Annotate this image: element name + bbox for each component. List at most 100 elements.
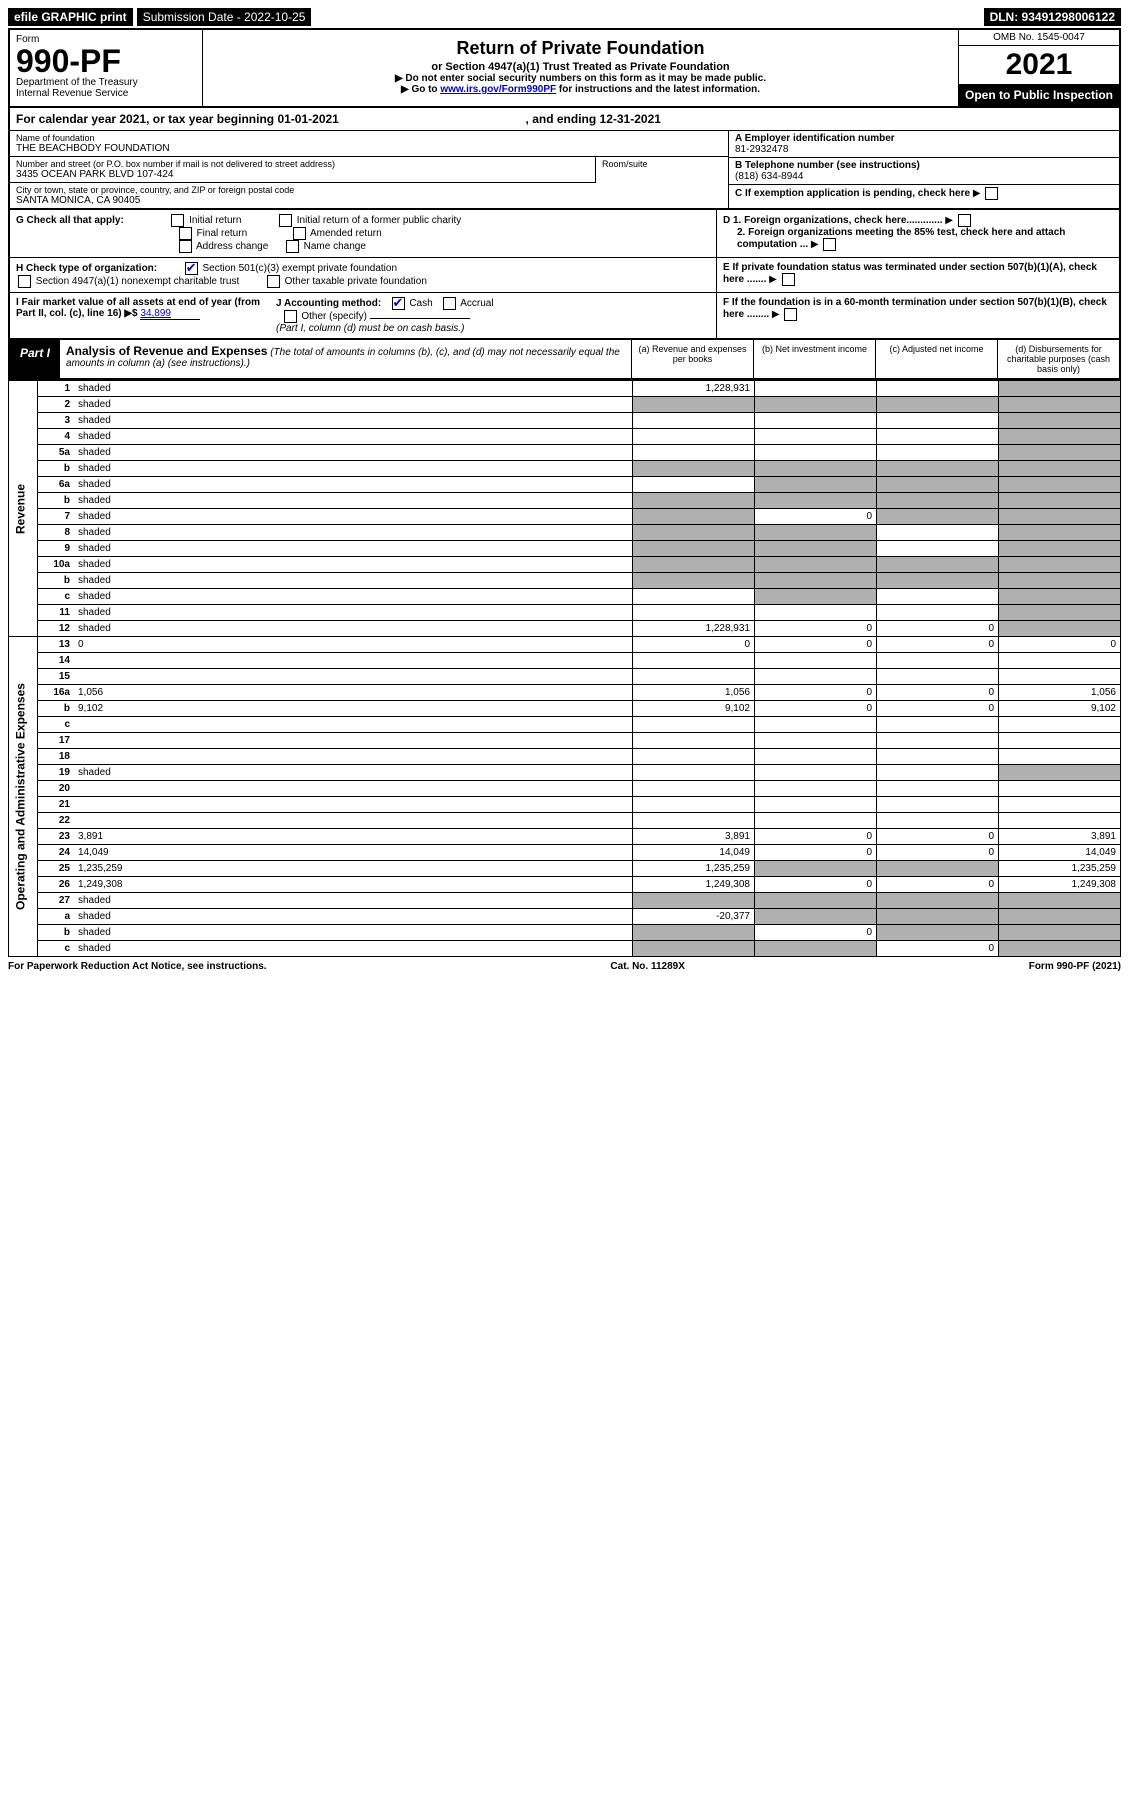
col-b-header: (b) Net investment income bbox=[753, 340, 875, 378]
table-cell bbox=[877, 813, 999, 829]
caly-end: 12-31-2021 bbox=[600, 112, 661, 126]
table-cell bbox=[633, 605, 755, 621]
table-cell: 0 bbox=[877, 637, 999, 653]
table-cell: 0 bbox=[877, 685, 999, 701]
part1-badge: Part I bbox=[10, 340, 60, 378]
table-cell: -20,377 bbox=[633, 909, 755, 925]
table-cell: 1,235,259 bbox=[999, 861, 1121, 877]
fmv-value[interactable]: 34,899 bbox=[140, 308, 200, 320]
c-checkbox[interactable] bbox=[985, 187, 998, 200]
j-cash-checkbox[interactable] bbox=[392, 297, 405, 310]
col-c-header: (c) Adjusted net income bbox=[875, 340, 997, 378]
table-cell: 14,049 bbox=[633, 845, 755, 861]
e-checkbox[interactable] bbox=[782, 273, 795, 286]
table-cell: 0 bbox=[755, 685, 877, 701]
table-cell bbox=[877, 781, 999, 797]
efile-print-button[interactable]: efile GRAPHIC print bbox=[8, 8, 133, 26]
table-cell bbox=[755, 749, 877, 765]
table-row: 19 shaded bbox=[9, 765, 1121, 781]
table-cell bbox=[877, 589, 999, 605]
line-desc bbox=[74, 717, 633, 733]
table-cell: 1,228,931 bbox=[633, 621, 755, 637]
j-accrual-checkbox[interactable] bbox=[443, 297, 456, 310]
f-checkbox[interactable] bbox=[784, 308, 797, 321]
table-row: 4 shaded bbox=[9, 429, 1121, 445]
table-row: Operating and Administrative Expenses 13… bbox=[9, 637, 1121, 653]
header-left: Form 990-PF Department of the Treasury I… bbox=[10, 30, 203, 106]
j-other-checkbox[interactable] bbox=[284, 310, 297, 323]
line-desc: shaded bbox=[74, 573, 633, 589]
table-row: b shaded bbox=[9, 493, 1121, 509]
h-other-taxable-checkbox[interactable] bbox=[267, 275, 280, 288]
table-cell: 3,891 bbox=[633, 829, 755, 845]
line-number: c bbox=[38, 717, 75, 733]
form-title: Return of Private Foundation bbox=[211, 38, 950, 59]
table-row: 7 shaded 0 bbox=[9, 509, 1121, 525]
g-name-change-checkbox[interactable] bbox=[286, 240, 299, 253]
table-cell bbox=[633, 717, 755, 733]
phone-value: (818) 634-8944 bbox=[735, 171, 1113, 182]
g-amended-checkbox[interactable] bbox=[293, 227, 306, 240]
line-number: 9 bbox=[38, 541, 75, 557]
table-row: 2 shaded bbox=[9, 397, 1121, 413]
table-row: 15 bbox=[9, 669, 1121, 685]
g-opt-amended: Amended return bbox=[310, 228, 382, 239]
caly-pre: For calendar year 2021, or tax year begi… bbox=[16, 112, 277, 126]
h-501c3-checkbox[interactable] bbox=[185, 262, 198, 275]
table-row: 21 bbox=[9, 797, 1121, 813]
c-label: C If exemption application is pending, c… bbox=[735, 188, 970, 199]
line-desc: shaded bbox=[74, 493, 633, 509]
line-desc: shaded bbox=[74, 765, 633, 781]
j-accrual: Accrual bbox=[460, 298, 493, 309]
header-right: OMB No. 1545-0047 2021 Open to Public In… bbox=[958, 30, 1119, 106]
table-cell: 0 bbox=[755, 845, 877, 861]
line-number: 5a bbox=[38, 445, 75, 461]
line-number: 27 bbox=[38, 893, 75, 909]
line-number: 6a bbox=[38, 477, 75, 493]
g-opt-addr: Address change bbox=[196, 241, 268, 252]
table-cell: 1,056 bbox=[633, 685, 755, 701]
col-a-header: (a) Revenue and expenses per books bbox=[631, 340, 753, 378]
table-row: b 9,102 9,102009,102 bbox=[9, 701, 1121, 717]
g-initial-return-checkbox[interactable] bbox=[171, 214, 184, 227]
line-desc: shaded bbox=[74, 941, 633, 957]
table-cell: 1,228,931 bbox=[633, 381, 755, 397]
col-d-header: (d) Disbursements for charitable purpose… bbox=[997, 340, 1119, 378]
omb-number: OMB No. 1545-0047 bbox=[959, 30, 1119, 46]
table-cell bbox=[755, 429, 877, 445]
table-row: 5a shaded bbox=[9, 445, 1121, 461]
phone-label: B Telephone number (see instructions) bbox=[735, 160, 1113, 171]
line-number: 3 bbox=[38, 413, 75, 429]
g-address-change-checkbox[interactable] bbox=[179, 240, 192, 253]
d1-checkbox[interactable] bbox=[958, 214, 971, 227]
table-cell bbox=[877, 413, 999, 429]
table-cell bbox=[999, 749, 1121, 765]
table-row: 27 shaded bbox=[9, 893, 1121, 909]
line-desc: shaded bbox=[74, 477, 633, 493]
caly-begin: 01-01-2021 bbox=[277, 112, 338, 126]
h-opt3: Other taxable private foundation bbox=[285, 276, 427, 287]
form990pf-link[interactable]: www.irs.gov/Form990PF bbox=[440, 84, 556, 95]
city-state-zip: SANTA MONICA, CA 90405 bbox=[16, 195, 722, 206]
part1-table: Revenue 1 shaded 1,228,931 2 shaded 3 sh… bbox=[8, 380, 1121, 957]
table-cell bbox=[877, 653, 999, 669]
line-desc: shaded bbox=[74, 605, 633, 621]
line-desc: 14,049 bbox=[74, 845, 633, 861]
g-final-return-checkbox[interactable] bbox=[179, 227, 192, 240]
street-address: 3435 OCEAN PARK BLVD 107-424 bbox=[16, 169, 589, 180]
table-cell: 0 bbox=[999, 637, 1121, 653]
table-cell bbox=[755, 797, 877, 813]
line-number: 18 bbox=[38, 749, 75, 765]
line-number: 25 bbox=[38, 861, 75, 877]
d2-checkbox[interactable] bbox=[823, 238, 836, 251]
name-label: Name of foundation bbox=[16, 133, 722, 143]
h-4947-checkbox[interactable] bbox=[18, 275, 31, 288]
entity-info: Name of foundation THE BEACHBODY FOUNDAT… bbox=[8, 131, 1121, 210]
j-cash: Cash bbox=[409, 298, 432, 309]
e-label: E If private foundation status was termi… bbox=[723, 262, 1097, 285]
table-row: 18 bbox=[9, 749, 1121, 765]
g-initial-former-checkbox[interactable] bbox=[279, 214, 292, 227]
table-row: 9 shaded bbox=[9, 541, 1121, 557]
table-cell bbox=[755, 445, 877, 461]
footer-mid: Cat. No. 11289X bbox=[610, 961, 684, 972]
